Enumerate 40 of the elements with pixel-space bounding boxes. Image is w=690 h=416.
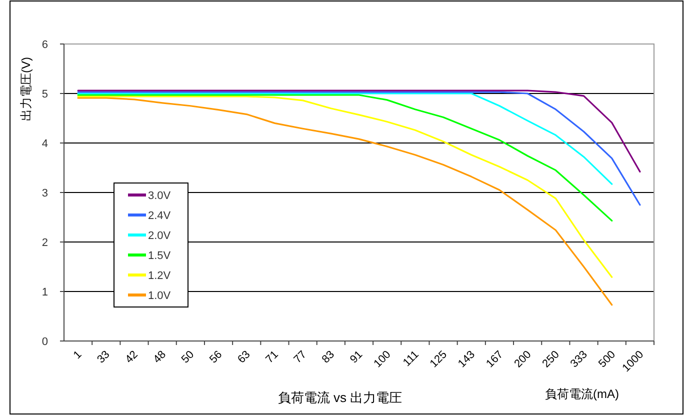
legend-label: 2.0V bbox=[148, 230, 172, 242]
x-tick-label: 63 bbox=[236, 348, 253, 366]
x-tick-label: 48 bbox=[151, 348, 168, 366]
y-tick-label: 5 bbox=[42, 88, 48, 100]
line-series bbox=[77, 92, 613, 185]
x-tick-label: 125 bbox=[428, 348, 450, 370]
line-series bbox=[77, 90, 641, 173]
x-tick-label: 56 bbox=[208, 348, 225, 366]
x-tick-label: 200 bbox=[512, 348, 534, 370]
y-tick-label: 2 bbox=[42, 237, 48, 249]
x-tick-label: 91 bbox=[348, 348, 366, 366]
x-tick-label: 71 bbox=[264, 348, 281, 366]
x-tick-label: 83 bbox=[320, 348, 338, 366]
x-tick-label: 111 bbox=[400, 348, 422, 369]
x-tick-label: 100 bbox=[372, 348, 394, 370]
x-tick-label: 333 bbox=[568, 348, 590, 370]
y-tick-label: 6 bbox=[42, 39, 48, 51]
x-tick-label: 250 bbox=[540, 348, 562, 370]
x-tick-label: 167 bbox=[484, 348, 506, 370]
line-series bbox=[77, 94, 613, 222]
x-axis-title: 負荷電流(mA) bbox=[545, 387, 619, 401]
text: 負荷電流 vs 出力電圧 bbox=[278, 390, 402, 405]
y-tick-label: 4 bbox=[42, 138, 48, 150]
y-tick-label: 0 bbox=[42, 336, 48, 348]
y-tick-label: 3 bbox=[42, 188, 48, 200]
x-tick-label: 50 bbox=[179, 348, 197, 366]
line-series bbox=[77, 91, 641, 206]
x-tick-label: 77 bbox=[292, 348, 309, 366]
legend-label: 3.0V bbox=[148, 190, 172, 202]
x-tick-label: 42 bbox=[123, 348, 140, 366]
legend-label: 1.0V bbox=[148, 290, 172, 302]
x-tick-label: 143 bbox=[456, 348, 478, 370]
x-tick-label: 33 bbox=[95, 348, 112, 366]
legend-label: 1.2V bbox=[148, 270, 172, 282]
y-axis-title: 出力電圧(V) bbox=[19, 57, 33, 121]
legend-label: 1.5V bbox=[148, 250, 172, 262]
x-tick-label: 1 bbox=[71, 348, 84, 362]
legend-label: 2.4V bbox=[148, 210, 172, 222]
x-tick-label: 500 bbox=[596, 348, 618, 370]
y-tick-label: 1 bbox=[42, 286, 48, 298]
